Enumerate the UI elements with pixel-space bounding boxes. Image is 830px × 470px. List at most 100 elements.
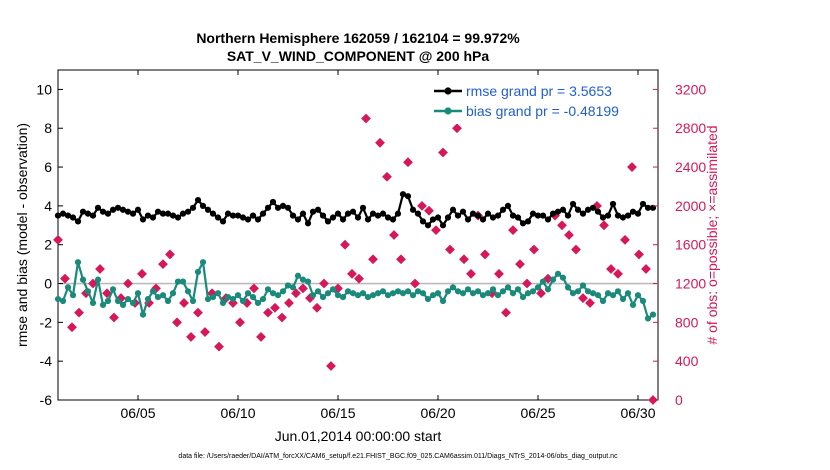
rmse-point — [354, 214, 362, 221]
bias-point — [584, 288, 592, 295]
rmse-point — [219, 218, 227, 225]
bias-point — [574, 288, 582, 295]
obs-count-marker — [347, 268, 357, 279]
y-tick-label: -2 — [40, 314, 53, 330]
rmse-point — [384, 214, 392, 221]
rmse-point — [494, 212, 502, 219]
obs-count-marker — [375, 137, 385, 148]
bias-point — [639, 297, 647, 305]
rmse-point — [609, 200, 617, 208]
bias-point — [299, 276, 307, 283]
obs-count-marker — [403, 157, 413, 168]
rmse-point — [399, 191, 407, 198]
bias-point — [284, 282, 292, 289]
rmse-point — [504, 202, 512, 209]
y-tick-label: 10 — [36, 81, 52, 97]
bias-point — [544, 286, 552, 293]
right-tick-label: 2400 — [675, 159, 706, 175]
rmse-point — [644, 204, 652, 211]
rmse-point — [624, 212, 632, 219]
rmse-point — [164, 210, 172, 217]
y-tick-label: 2 — [44, 237, 52, 253]
rmse-point — [294, 216, 302, 223]
bias-point — [419, 290, 427, 297]
obs-count-marker — [193, 307, 203, 318]
rmse-point — [289, 212, 297, 219]
obs-count-marker — [326, 361, 336, 371]
bias-point — [119, 301, 127, 308]
bias-point — [204, 295, 212, 303]
x-tick-label: 06/20 — [420, 405, 455, 421]
x-tick-label: 06/10 — [220, 405, 255, 421]
rmse-series — [54, 191, 657, 229]
bias-point — [554, 270, 562, 277]
x-tick-label: 06/30 — [620, 405, 655, 421]
rmse-point — [364, 216, 372, 223]
rmse-point — [259, 210, 267, 217]
bias-point — [124, 295, 132, 303]
obs-count-marker — [53, 234, 63, 245]
bias-point — [294, 272, 302, 279]
bias-point — [69, 292, 77, 299]
obs-count-marker — [410, 278, 420, 289]
right-tick-label: 1600 — [675, 237, 706, 253]
bias-point — [144, 295, 152, 303]
bias-point — [179, 278, 187, 285]
bias-point — [449, 284, 457, 291]
rmse-point — [429, 216, 437, 223]
bias-point — [599, 297, 607, 305]
obs-count-marker — [382, 171, 392, 182]
bias-point — [94, 276, 102, 283]
rmse-point — [234, 212, 242, 219]
rmse-point — [284, 204, 292, 211]
obs-count-marker — [235, 317, 245, 328]
rmse-point — [379, 210, 387, 217]
bias-point — [359, 290, 367, 297]
rmse-point — [314, 206, 322, 213]
bias-point — [54, 295, 62, 303]
bias-point — [274, 292, 282, 299]
x-tick-label: 06/25 — [520, 405, 555, 421]
rmse-point — [604, 212, 612, 219]
rmse-point — [454, 212, 462, 219]
y-tick-label: -6 — [40, 392, 53, 408]
y-axis-ticks: -6 -4 -2 0 2 4 6 8 10 — [36, 81, 63, 408]
x-axis-ticks: 06/05 06/10 06/15 06/20 06/25 06/30 — [120, 70, 656, 421]
bias-point — [184, 288, 192, 295]
rmse-point — [199, 202, 207, 209]
obs-count-marker — [459, 254, 469, 265]
rmse-point — [589, 204, 597, 211]
rmse-point — [89, 212, 97, 219]
rmse-point — [474, 212, 482, 219]
legend: rmse grand pr = 3.5653 bias grand pr = -… — [426, 78, 650, 124]
bias-point — [504, 284, 512, 291]
rmse-point — [144, 212, 152, 219]
rmse-point — [54, 212, 62, 219]
bias-point — [439, 297, 447, 305]
rmse-point — [389, 216, 397, 223]
rmse-point — [549, 210, 557, 217]
obs-count-marker — [102, 288, 112, 299]
obs-count-marker — [424, 205, 434, 216]
obs-count-marker — [200, 327, 210, 337]
rmse-point — [404, 193, 412, 200]
bias-point — [354, 292, 362, 299]
obs-count-marker — [627, 162, 637, 172]
right-tick-label: 0 — [675, 392, 683, 408]
rmse-point — [634, 210, 642, 217]
right-axis-ticks: 0 400 800 1200 1600 2000 2400 2800 3200 — [653, 81, 706, 408]
bias-point — [464, 286, 472, 293]
bias-point — [564, 284, 572, 291]
bias-point — [414, 288, 422, 295]
rmse-point — [469, 210, 477, 217]
bias-point — [499, 288, 507, 295]
y-tick-label: 6 — [44, 159, 52, 175]
rmse-point — [104, 210, 112, 217]
bias-point — [434, 290, 442, 297]
rmse-point — [204, 206, 212, 213]
obs-count-marker — [270, 302, 280, 313]
rmse-point — [244, 216, 252, 223]
obs-count-marker — [564, 230, 574, 240]
bias-point — [569, 290, 577, 297]
